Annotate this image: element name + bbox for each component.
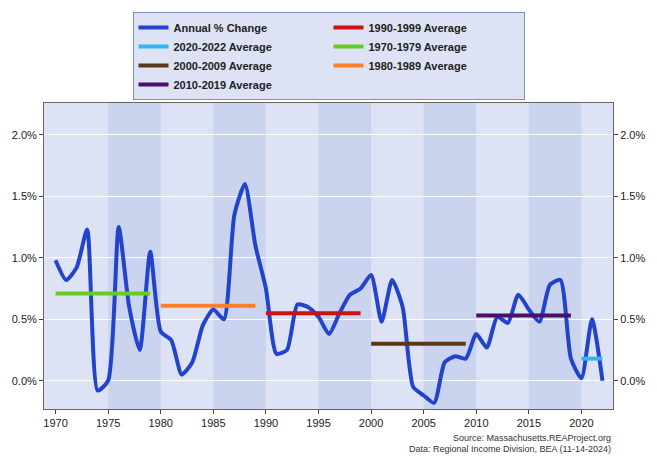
svg-text:1970: 1970 (43, 417, 67, 429)
svg-text:1970-1979 Average: 1970-1979 Average (369, 41, 467, 53)
svg-text:2005: 2005 (411, 417, 435, 429)
svg-text:1980: 1980 (148, 417, 172, 429)
svg-text:0.0%: 0.0% (620, 375, 645, 387)
svg-text:2000: 2000 (359, 417, 383, 429)
svg-text:1.5%: 1.5% (620, 190, 645, 202)
svg-text:Source: Massachusetts.REAProje: Source: Massachusetts.REAProject.org (453, 433, 611, 443)
svg-text:0.5%: 0.5% (12, 313, 37, 325)
svg-text:1.5%: 1.5% (12, 190, 37, 202)
svg-text:2.0%: 2.0% (12, 129, 37, 141)
svg-text:1980-1989 Average: 1980-1989 Average (369, 60, 467, 72)
svg-text:Annual % Change: Annual % Change (174, 22, 268, 34)
svg-text:2000-2009 Average: 2000-2009 Average (174, 60, 272, 72)
svg-text:2020: 2020 (569, 417, 593, 429)
svg-text:1.0%: 1.0% (12, 252, 37, 264)
svg-text:0.0%: 0.0% (12, 375, 37, 387)
svg-text:1975: 1975 (96, 417, 120, 429)
svg-text:Data: Regional Income Division: Data: Regional Income Division, BEA (11-… (409, 444, 611, 454)
svg-text:1990-1999 Average: 1990-1999 Average (369, 22, 467, 34)
svg-text:2020-2022 Average: 2020-2022 Average (174, 41, 272, 53)
svg-text:2.0%: 2.0% (620, 129, 645, 141)
svg-text:1990: 1990 (254, 417, 278, 429)
svg-text:1995: 1995 (306, 417, 330, 429)
svg-text:2015: 2015 (517, 417, 541, 429)
svg-text:1985: 1985 (201, 417, 225, 429)
svg-text:0.5%: 0.5% (620, 313, 645, 325)
svg-text:1.0%: 1.0% (620, 252, 645, 264)
svg-text:2010-2019 Average: 2010-2019 Average (174, 79, 272, 91)
svg-text:2010: 2010 (464, 417, 488, 429)
